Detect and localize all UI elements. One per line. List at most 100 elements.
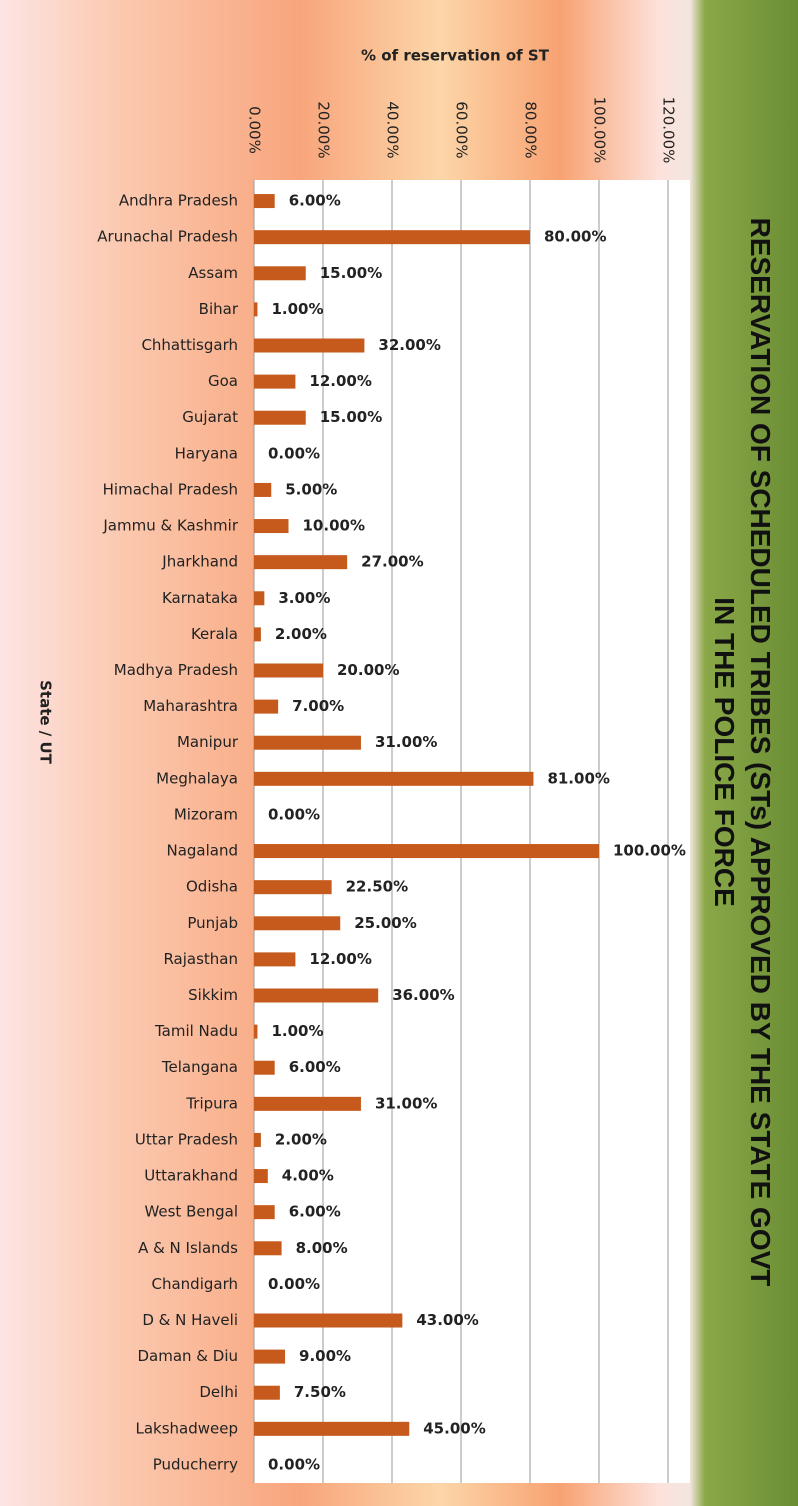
y-tick-label: Maharashtra (143, 697, 238, 715)
y-tick-label: Jammu & Kashmir (102, 517, 238, 535)
value-label: 27.00% (361, 553, 423, 571)
value-label: 5.00% (285, 480, 337, 498)
y-tick-label: Sikkim (188, 986, 238, 1004)
bar (254, 410, 306, 425)
bar (254, 988, 379, 1003)
value-label: 80.00% (544, 228, 606, 246)
bar (254, 1205, 275, 1220)
y-tick-label: Chandigarh (152, 1275, 239, 1293)
y-tick-label: Puducherry (153, 1455, 238, 1473)
y-tick-label: Haryana (175, 444, 238, 462)
y-tick-label: A & N Islands (138, 1239, 238, 1257)
bar (254, 663, 323, 678)
bar (254, 230, 530, 245)
value-label: 7.50% (294, 1383, 346, 1401)
value-label: 3.00% (278, 589, 330, 607)
y-tick-label: Karnataka (162, 589, 238, 607)
x-tick-label: 0.00% (246, 106, 264, 154)
y-tick-label: Odisha (186, 878, 238, 896)
value-label: 10.00% (303, 517, 365, 535)
y-tick-label: Kerala (191, 625, 238, 643)
y-tick-label: Nagaland (166, 842, 238, 860)
bar (254, 1241, 282, 1256)
value-label: 45.00% (423, 1419, 485, 1437)
value-label: 15.00% (320, 264, 382, 282)
value-label: 15.00% (320, 408, 382, 426)
value-label: 4.00% (282, 1167, 334, 1185)
y-tick-label: Delhi (199, 1383, 238, 1401)
y-axis-title: State / UT (37, 680, 55, 765)
y-tick-label: Gujarat (182, 408, 238, 426)
value-label: 0.00% (268, 444, 320, 462)
chart-title: RESERVATION OF SCHEDULED TRIBES (STs) AP… (709, 217, 776, 1287)
x-tick-label: 120.00% (660, 97, 678, 164)
y-tick-label: Tripura (185, 1094, 238, 1112)
bar (254, 338, 365, 353)
value-label: 32.00% (378, 336, 440, 354)
y-tick-label: West Bengal (144, 1203, 238, 1221)
value-label: 0.00% (268, 805, 320, 823)
bar (254, 374, 296, 389)
y-tick-label: Jharkhand (161, 553, 238, 571)
bar (254, 880, 332, 895)
bar (254, 194, 275, 209)
value-label: 0.00% (268, 1455, 320, 1473)
y-tick-label: Tamil Nadu (154, 1022, 238, 1040)
bar (254, 266, 306, 281)
y-tick-label: Andhra Pradesh (119, 192, 238, 210)
y-tick-label: Telangana (161, 1058, 238, 1076)
y-tick-label: Himachal Pradesh (103, 480, 238, 498)
y-tick-label: Meghalaya (156, 769, 238, 787)
value-label: 1.00% (271, 300, 323, 318)
value-label: 22.50% (346, 878, 408, 896)
bar (254, 1313, 403, 1328)
value-label: 12.00% (309, 950, 371, 968)
value-label: 6.00% (289, 1058, 341, 1076)
value-label: 6.00% (289, 192, 341, 210)
bar (254, 1349, 286, 1364)
bar (254, 771, 534, 786)
bar (254, 1385, 280, 1400)
y-tick-label: Lakshadweep (135, 1419, 238, 1437)
y-tick-label: Assam (188, 264, 238, 282)
value-label: 25.00% (354, 914, 416, 932)
y-tick-label: Rajasthan (163, 950, 238, 968)
value-label: 31.00% (375, 1094, 437, 1112)
value-label: 9.00% (299, 1347, 351, 1365)
bar (254, 1024, 258, 1039)
y-tick-label: Madhya Pradesh (114, 661, 238, 679)
bar (254, 844, 599, 859)
value-label: 7.00% (292, 697, 344, 715)
bar (254, 952, 296, 967)
bar (254, 1096, 361, 1111)
y-tick-label: Manipur (177, 733, 239, 751)
value-label: 2.00% (275, 1130, 327, 1148)
bar (254, 1421, 410, 1436)
bar (254, 1132, 261, 1147)
bar (254, 482, 272, 497)
value-label: 20.00% (337, 661, 399, 679)
bar (254, 699, 279, 714)
value-label: 0.00% (268, 1275, 320, 1293)
bar (254, 627, 261, 642)
bar (254, 591, 265, 606)
bar (254, 555, 348, 570)
x-tick-label: 20.00% (315, 101, 333, 158)
value-label: 1.00% (271, 1022, 323, 1040)
x-tick-label: 80.00% (522, 101, 540, 158)
x-tick-label: 60.00% (453, 101, 471, 158)
y-tick-label: Chhattisgarh (141, 336, 238, 354)
bar (254, 302, 258, 317)
bar (254, 1060, 275, 1075)
bar (254, 916, 341, 931)
y-tick-label: Uttarakhand (144, 1167, 238, 1185)
value-label: 8.00% (296, 1239, 348, 1257)
y-tick-label: Goa (208, 372, 238, 390)
bar (254, 1169, 268, 1184)
y-tick-label: Punjab (187, 914, 238, 932)
value-label: 43.00% (416, 1311, 478, 1329)
x-axis-title: % of reservation of ST (361, 47, 550, 65)
y-tick-label: Bihar (199, 300, 239, 318)
